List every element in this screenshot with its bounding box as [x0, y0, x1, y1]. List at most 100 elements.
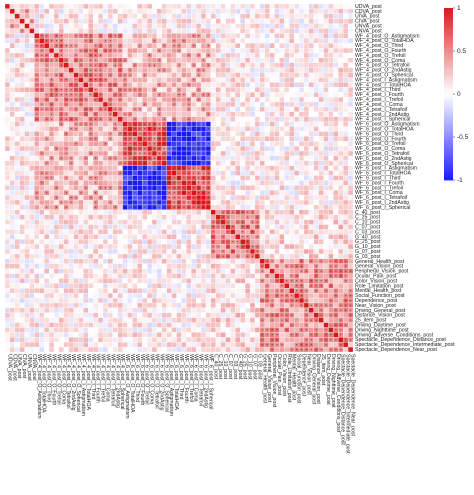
heatmap-cell: [166, 293, 172, 299]
heatmap-cell: [78, 214, 84, 220]
heatmap-cell: [240, 3, 246, 10]
heatmap-cell: [29, 219, 35, 225]
heatmap-cell: [343, 92, 349, 98]
heatmap-cell: [48, 43, 55, 49]
heatmap-cell: [29, 126, 35, 132]
heatmap-cell: [200, 297, 207, 304]
heatmap-cell: [112, 111, 118, 117]
heatmap-cell: [230, 38, 236, 44]
heatmap-cell: [24, 116, 30, 122]
heatmap-cell: [294, 170, 300, 176]
heatmap-cell: [338, 23, 344, 29]
heatmap-cell: [48, 47, 55, 54]
heatmap-cell: [147, 283, 153, 289]
heatmap-cell: [343, 244, 349, 250]
heatmap-cell: [166, 38, 172, 44]
heatmap-cell: [264, 204, 270, 210]
heatmap-cell: [171, 219, 177, 225]
heatmap-cell: [269, 288, 275, 294]
heatmap-cell: [102, 175, 109, 181]
heatmap-cell: [137, 342, 143, 348]
heatmap-cell: [39, 278, 45, 284]
heatmap-cell: [132, 337, 138, 343]
heatmap-cell: [249, 297, 256, 304]
heatmap-cell: [289, 8, 295, 14]
heatmap-cell: [176, 101, 182, 108]
heatmap-cell: [303, 150, 310, 157]
heatmap-cell: [318, 62, 324, 68]
heatmap-cell: [308, 204, 314, 210]
heatmap-cell: [284, 92, 290, 98]
heatmap-cell: [323, 180, 329, 186]
heatmap-cell: [289, 72, 295, 78]
heatmap-cell: [166, 57, 172, 63]
heatmap-cell: [68, 322, 74, 328]
heatmap-cell: [122, 327, 128, 333]
heatmap-cell: [44, 82, 50, 88]
heatmap-cell: [347, 33, 354, 39]
heatmap-cell: [298, 234, 305, 240]
heatmap-cell: [53, 327, 60, 333]
heatmap-cell: [240, 13, 246, 19]
heatmap-cell: [186, 297, 192, 304]
heatmap-cell: [245, 258, 251, 264]
heatmap-cell: [117, 204, 123, 210]
heatmap-cell: [156, 244, 162, 250]
heatmap-cell: [166, 33, 172, 39]
heatmap-cell: [264, 302, 270, 309]
heatmap-cell: [245, 33, 251, 39]
heatmap-cell: [73, 302, 79, 309]
heatmap-cell: [4, 23, 11, 29]
heatmap-cell: [323, 209, 329, 215]
heatmap-cell: [142, 224, 148, 230]
heatmap-cell: [181, 258, 187, 264]
heatmap-cell: [4, 248, 11, 255]
heatmap-cell: [63, 180, 69, 186]
heatmap-cell: [98, 244, 104, 250]
heatmap-cell: [127, 214, 133, 220]
heatmap-cell: [225, 263, 231, 269]
heatmap-cell: [279, 18, 285, 24]
heatmap-cell: [24, 82, 30, 88]
heatmap-cell: [137, 278, 143, 284]
heatmap-cell: [210, 268, 216, 274]
heatmap-cell: [303, 175, 310, 181]
heatmap-cell: [347, 219, 354, 225]
heatmap-cell: [235, 28, 241, 34]
heatmap-cell: [98, 293, 104, 299]
heatmap-cell: [259, 126, 265, 132]
heatmap-cell: [9, 239, 15, 245]
heatmap-cell: [249, 317, 256, 323]
heatmap-cell: [308, 13, 314, 19]
heatmap-cell: [240, 62, 246, 68]
heatmap-cell: [298, 146, 305, 152]
heatmap-cell: [200, 38, 207, 44]
heatmap-cell: [93, 322, 99, 328]
heatmap-cell: [294, 13, 300, 19]
heatmap-cell: [313, 229, 319, 235]
heatmap-cell: [284, 82, 290, 88]
heatmap-cell: [200, 219, 207, 225]
heatmap-cell: [347, 175, 354, 181]
heatmap-cell: [19, 258, 25, 264]
heatmap-cell: [259, 195, 265, 201]
heatmap-cell: [343, 180, 349, 186]
heatmap-cell: [210, 209, 216, 215]
heatmap-cell: [147, 244, 153, 250]
heatmap-cell: [68, 297, 74, 304]
heatmap-cell: [127, 332, 133, 338]
heatmap-cell: [58, 18, 64, 24]
heatmap-cell: [225, 165, 231, 171]
heatmap-cell: [333, 97, 339, 103]
heatmap-cell: [230, 229, 236, 235]
heatmap-cell: [343, 57, 349, 63]
heatmap-cell: [323, 77, 329, 83]
heatmap-cell: [313, 33, 319, 39]
heatmap-cell: [83, 229, 89, 235]
heatmap-cell: [68, 52, 74, 59]
heatmap-cell: [298, 57, 305, 63]
heatmap-cell: [93, 346, 99, 353]
heatmap-cell: [98, 258, 104, 264]
heatmap-cell: [63, 229, 69, 235]
heatmap-cell: [333, 82, 339, 88]
